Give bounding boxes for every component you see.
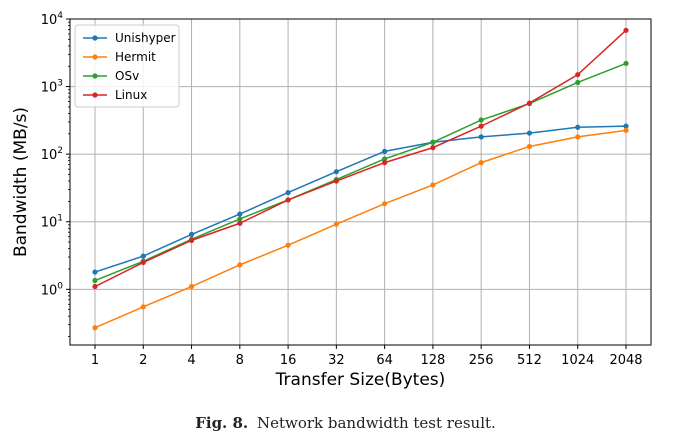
y-tick-label: 103	[41, 79, 63, 96]
data-point	[188, 283, 195, 290]
y-tick-label: 102	[41, 146, 63, 163]
data-point	[140, 253, 146, 259]
data-point	[575, 124, 581, 130]
x-tick-label: 8	[236, 353, 244, 368]
data-point	[382, 156, 388, 162]
data-point	[526, 143, 533, 150]
data-point	[237, 220, 243, 226]
x-tick-label: 512	[517, 353, 542, 368]
series-line	[94, 129, 627, 329]
x-tick-label: 256	[469, 353, 494, 368]
data-point	[526, 130, 533, 136]
data-point	[430, 182, 436, 188]
series-line	[94, 29, 627, 288]
x-tick-label: 64	[376, 353, 393, 368]
legend-entry-label: Unishyper	[115, 31, 176, 45]
data-point	[333, 221, 339, 227]
figure-number: Fig. 8.	[195, 414, 249, 432]
y-axis-ticks: 100 101 102 103 104	[41, 11, 70, 337]
data-point	[623, 127, 629, 133]
x-tick-label: 128	[420, 353, 445, 368]
y-axis-label: Bandwidth (MB/s)	[11, 107, 31, 257]
bandwidth-chart: 1 2 4 8 16 32 64 128 256 512 1024 2048 100 101 102 103…	[11, 11, 652, 390]
y-tick-label: 104	[41, 11, 64, 28]
data-point	[237, 216, 243, 222]
data-point	[478, 117, 484, 123]
y-tick-label: 100	[41, 281, 64, 298]
figure-caption: Fig. 8. Network bandwidth test result.	[0, 414, 691, 432]
data-point	[382, 201, 388, 207]
data-point	[478, 134, 484, 140]
legend-swatch-marker	[92, 73, 98, 79]
plot-frame	[69, 18, 652, 346]
x-axis-ticks: 1 2 4 8 16 32 64 128 256 512 1024 2048	[91, 345, 643, 368]
data-point	[575, 72, 581, 78]
data-point	[188, 231, 195, 237]
data-point	[92, 277, 98, 284]
x-tick-label: 32	[328, 353, 345, 368]
series-line	[94, 62, 627, 282]
data-point	[333, 178, 339, 184]
data-point	[92, 283, 98, 290]
data-point	[478, 123, 484, 129]
data-point	[382, 148, 388, 154]
data-point	[140, 304, 146, 310]
data-point	[478, 160, 484, 166]
legend-swatch-marker	[92, 92, 98, 98]
data-point	[526, 100, 533, 106]
data-point	[285, 242, 291, 248]
data-point	[92, 269, 98, 275]
data-point	[623, 123, 629, 129]
data-series	[92, 27, 629, 331]
legend-entry-label: OSv	[115, 69, 139, 83]
x-tick-label: 16	[280, 353, 297, 368]
data-point	[382, 160, 388, 166]
data-point	[575, 79, 581, 86]
data-point	[430, 139, 436, 145]
legend-swatch-marker	[92, 35, 98, 41]
legend-swatch-marker	[92, 54, 98, 60]
x-tick-label: 4	[187, 353, 195, 368]
x-axis-label: Transfer Size(Bytes)	[275, 370, 446, 390]
series-line	[94, 125, 627, 273]
data-point	[140, 259, 146, 266]
caption-text: Network bandwidth test result.	[256, 414, 496, 432]
data-point	[623, 60, 629, 67]
y-tick-label: 101	[41, 214, 63, 231]
data-point	[285, 197, 291, 203]
legend: Unishyper Hermit OSv Linux	[74, 24, 180, 108]
data-point	[623, 27, 629, 33]
data-point	[92, 325, 98, 331]
legend-box	[74, 24, 180, 108]
legend-entry-label: Hermit	[115, 50, 156, 64]
data-point	[333, 169, 339, 175]
legend-entry-label: Linux	[115, 88, 147, 102]
x-tick-label: 1	[91, 353, 99, 368]
data-point	[188, 237, 195, 243]
data-point	[237, 211, 243, 217]
data-point	[575, 134, 581, 140]
data-point	[237, 262, 243, 268]
data-point	[285, 189, 291, 196]
x-tick-label: 2048	[609, 353, 642, 368]
data-point	[430, 145, 436, 151]
x-tick-label: 1024	[561, 353, 594, 368]
x-tick-label: 2	[139, 353, 147, 368]
